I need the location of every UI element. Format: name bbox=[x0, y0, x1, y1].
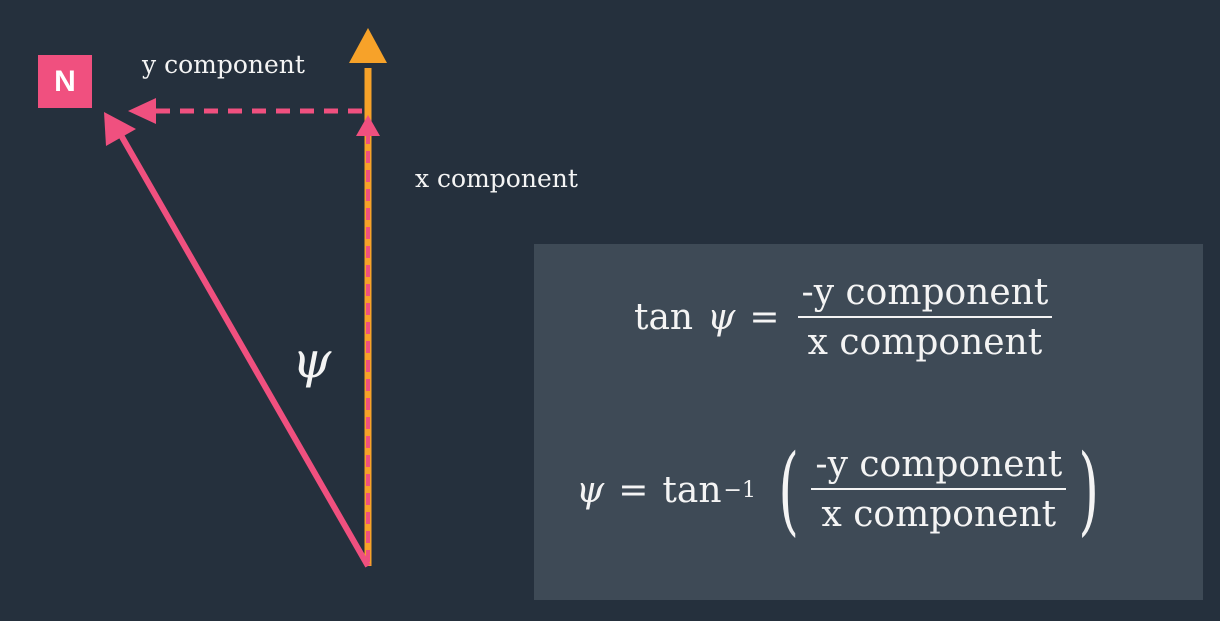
pink-resultant-vector bbox=[115, 128, 371, 568]
y-component-label: y component bbox=[142, 50, 305, 79]
equals-sign: = bbox=[749, 297, 780, 339]
left-parenthesis: ( bbox=[778, 434, 799, 546]
tan-function: tan bbox=[634, 297, 694, 339]
equals-sign: = bbox=[618, 469, 649, 511]
fraction: -y component x component bbox=[797, 274, 1053, 363]
fraction-numerator: -y component bbox=[797, 274, 1053, 318]
pink-y-component-arrowhead bbox=[128, 98, 156, 124]
right-parenthesis: ) bbox=[1078, 434, 1100, 546]
fraction-denominator: x component bbox=[821, 494, 1057, 535]
psi-variable: ψ bbox=[707, 297, 736, 339]
pink-resultant-arrowhead bbox=[104, 112, 136, 146]
fraction-denominator: x component bbox=[807, 321, 1043, 363]
formula-box: tan ψ = -y component x component ψ = tan… bbox=[534, 244, 1203, 600]
fraction: -y component x component bbox=[811, 446, 1067, 535]
angle-psi-label: ψ bbox=[292, 331, 332, 389]
fraction-numerator: -y component bbox=[811, 446, 1067, 490]
north-badge: N bbox=[38, 55, 92, 108]
inverse-exponent: −1 bbox=[723, 477, 756, 503]
tan-function: tan bbox=[662, 469, 722, 511]
psi-variable: ψ bbox=[576, 469, 605, 511]
orange-arrowhead bbox=[349, 28, 387, 63]
pink-x-component-arrowhead bbox=[356, 115, 380, 136]
x-component-label: x component bbox=[415, 164, 578, 193]
tangent-equation: tan ψ = -y component x component bbox=[634, 274, 1056, 362]
inverse-tangent-equation: ψ = tan −1 ( -y component x component ) bbox=[576, 442, 1108, 538]
